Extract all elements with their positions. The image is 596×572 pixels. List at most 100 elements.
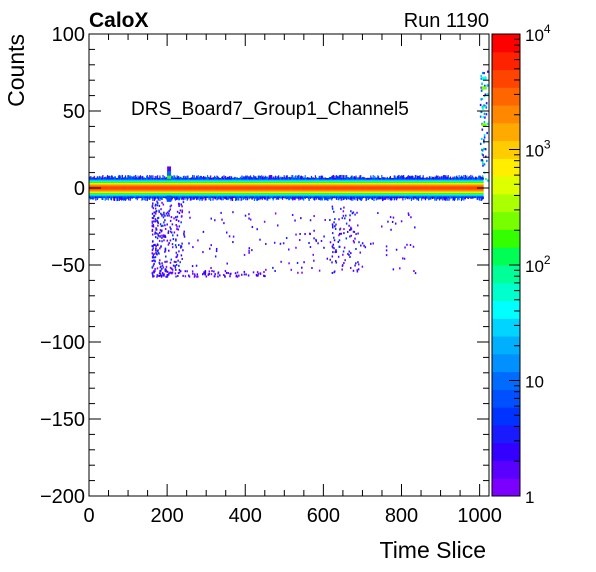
negative-cell bbox=[175, 263, 178, 266]
baseline-edge-cell bbox=[458, 175, 460, 180]
baseline-edge-cell bbox=[189, 196, 191, 198]
negative-cell bbox=[183, 232, 185, 235]
baseline-edge-cell bbox=[89, 176, 91, 180]
baseline-edge-cell bbox=[96, 177, 98, 180]
negative-cell bbox=[276, 224, 279, 227]
baseline-edge-cell bbox=[193, 175, 195, 180]
negative-cell bbox=[151, 205, 154, 208]
baseline-edge-cell bbox=[417, 176, 419, 180]
negative-cell bbox=[290, 268, 293, 271]
baseline-edge-cell bbox=[371, 177, 374, 180]
baseline-edge-cell bbox=[275, 196, 277, 200]
baseline-edge-cell bbox=[327, 196, 329, 201]
negative-cell bbox=[255, 274, 258, 277]
negative-cell bbox=[154, 220, 157, 223]
baseline-edge-cell bbox=[244, 196, 246, 198]
baseline-edge-cell bbox=[477, 177, 479, 180]
baseline-edge-cell bbox=[199, 175, 202, 180]
baseline-edge-cell bbox=[482, 177, 484, 180]
baseline-edge-cell bbox=[372, 175, 374, 180]
x-tick-label: 1000 bbox=[457, 505, 502, 527]
negative-cell bbox=[161, 240, 163, 243]
negative-cell bbox=[153, 270, 155, 273]
baseline-edge-cell bbox=[285, 196, 288, 200]
baseline-edge-cell bbox=[366, 178, 368, 180]
baseline-edge-cell bbox=[190, 196, 192, 201]
baseline-edge-cell bbox=[377, 196, 379, 200]
baseline-edge-cell bbox=[310, 175, 313, 180]
baseline-edge-cell bbox=[390, 196, 392, 201]
negative-cell bbox=[312, 253, 314, 256]
negative-cell bbox=[282, 242, 285, 245]
baseline-edge-cell bbox=[266, 177, 268, 180]
baseline-edge-cell bbox=[157, 178, 159, 180]
baseline-edge-cell bbox=[127, 175, 129, 180]
baseline-edge-cell bbox=[205, 196, 207, 201]
baseline-edge-cell bbox=[456, 196, 458, 198]
baseline-edge-cell bbox=[128, 196, 131, 198]
negative-cell bbox=[350, 226, 352, 229]
baseline-edge-cell bbox=[370, 175, 372, 180]
chart-title: DRS_Board7_Group1_Channel5 bbox=[131, 99, 409, 120]
baseline-edge-cell bbox=[414, 196, 416, 199]
negative-cell bbox=[361, 265, 364, 268]
negative-cell bbox=[389, 216, 392, 219]
baseline-edge-cell bbox=[360, 175, 362, 180]
baseline-edge-cell bbox=[214, 176, 216, 180]
negative-cell bbox=[342, 214, 345, 217]
tail-cell bbox=[481, 149, 484, 152]
baseline-edge-cell bbox=[197, 175, 199, 180]
negative-cell bbox=[265, 268, 267, 271]
negative-cell bbox=[191, 270, 194, 273]
negative-cell bbox=[348, 250, 351, 253]
negative-cell bbox=[156, 275, 158, 278]
baseline-edge-cell bbox=[349, 177, 352, 180]
baseline-edge-cell bbox=[323, 196, 325, 199]
negative-cell bbox=[176, 228, 178, 231]
baseline-edge-cell bbox=[374, 196, 376, 199]
negative-cell bbox=[339, 232, 341, 235]
tail-cell bbox=[483, 141, 485, 144]
baseline-edge-cell bbox=[308, 177, 310, 180]
baseline-edge-cell bbox=[403, 196, 406, 198]
colorbar-segment bbox=[492, 478, 520, 497]
baseline-edge-cell bbox=[306, 177, 309, 180]
baseline-edge-cell bbox=[450, 196, 452, 199]
negative-cell bbox=[303, 261, 305, 264]
negative-cell bbox=[263, 275, 265, 278]
baseline-edge-cell bbox=[446, 176, 449, 180]
baseline-edge-cell bbox=[187, 196, 189, 200]
negative-cell bbox=[161, 262, 163, 265]
negative-cell bbox=[225, 271, 228, 274]
negative-cell bbox=[188, 242, 190, 245]
negative-cell bbox=[355, 233, 357, 236]
baseline-edge-cell bbox=[246, 176, 248, 180]
negative-cell bbox=[165, 269, 167, 272]
baseline-edge-cell bbox=[228, 196, 231, 198]
baseline-edge-cell bbox=[174, 175, 176, 180]
tail-cell bbox=[479, 115, 482, 118]
negative-cell bbox=[196, 273, 199, 276]
negative-cell bbox=[335, 250, 338, 253]
baseline-edge-cell bbox=[235, 178, 238, 180]
baseline-edge-cell bbox=[321, 175, 324, 180]
negative-cell bbox=[155, 252, 158, 255]
baseline-edge-cell bbox=[254, 196, 256, 200]
baseline-edge-cell bbox=[218, 196, 220, 199]
baseline-edge-cell bbox=[288, 177, 290, 180]
baseline-edge-cell bbox=[442, 175, 445, 180]
baseline-edge-cell bbox=[431, 178, 433, 180]
baseline-edge-cell bbox=[103, 196, 105, 198]
baseline-edge-cell bbox=[142, 175, 144, 180]
baseline-edge-cell bbox=[274, 175, 277, 180]
negative-cell bbox=[315, 238, 317, 241]
baseline-edge-cell bbox=[153, 196, 156, 201]
negative-cell bbox=[151, 259, 154, 262]
baseline-edge-cell bbox=[287, 196, 289, 199]
baseline-edge-cell bbox=[171, 196, 174, 200]
baseline-edge-cell bbox=[471, 175, 474, 180]
baseline-edge-cell bbox=[249, 175, 252, 180]
baseline-edge-cell bbox=[283, 196, 285, 198]
baseline-edge-cell bbox=[401, 175, 403, 180]
baseline-edge-cell bbox=[135, 174, 137, 180]
